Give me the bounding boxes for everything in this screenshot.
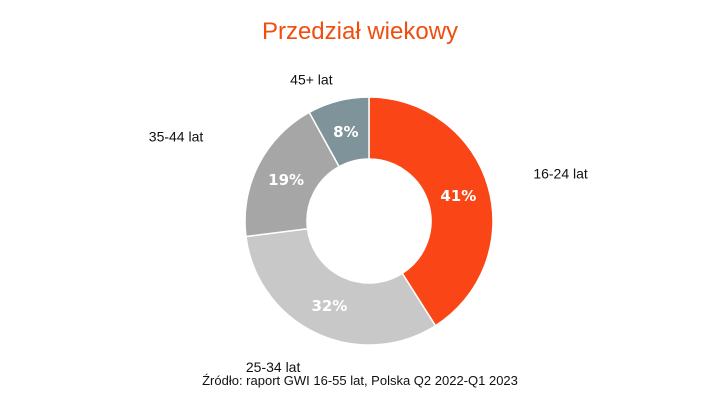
value-label: 19%	[268, 171, 304, 189]
category-label: 35-44 lat	[149, 129, 204, 145]
chart-source: Źródło: raport GWI 16-55 lat, Polska Q2 …	[202, 373, 518, 388]
category-label: 25-34 lat	[246, 359, 301, 375]
value-label: 32%	[311, 297, 347, 315]
value-label: 8%	[333, 123, 358, 141]
value-label: 41%	[440, 187, 476, 205]
slice-25-34-lat	[245, 227, 437, 346]
slice-45-lat	[308, 96, 370, 168]
category-label: 45+ lat	[290, 71, 333, 87]
slice-16-24-lat	[368, 96, 494, 327]
chart-title: Przedział wiekowy	[261, 18, 459, 45]
category-label: 16-24 lat	[533, 165, 588, 181]
